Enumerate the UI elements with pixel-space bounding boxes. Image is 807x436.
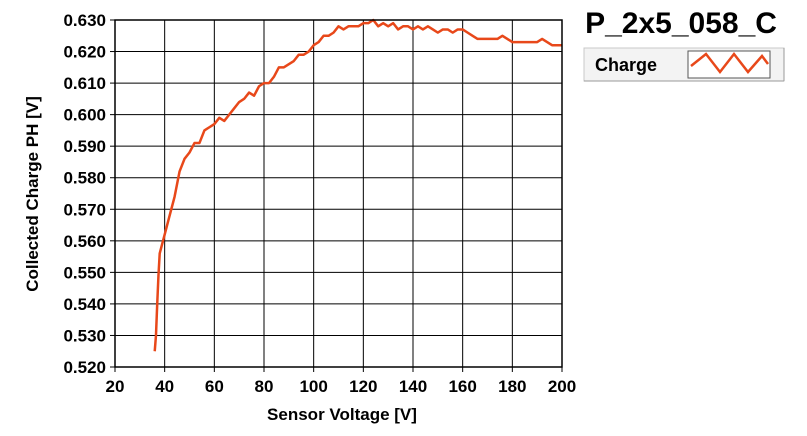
x-tick-label: 120: [349, 377, 377, 396]
y-tick-label: 0.520: [63, 358, 106, 377]
y-tick-label: 0.600: [63, 106, 106, 125]
x-tick-label: 160: [448, 377, 476, 396]
y-tick-label: 0.630: [63, 11, 106, 30]
x-tick-label: 200: [548, 377, 576, 396]
y-tick-label: 0.580: [63, 169, 106, 188]
chart-title: P_2x5_058_C: [585, 7, 777, 40]
x-tick-label: 100: [299, 377, 327, 396]
legend-swatch-line: [690, 51, 769, 75]
y-tick-label: 0.550: [63, 263, 106, 282]
legend-swatch-frame: [687, 50, 771, 79]
x-tick-label: 180: [498, 377, 526, 396]
x-tick-label: 20: [106, 377, 125, 396]
y-axis-title: Collected Charge PH [V]: [23, 96, 42, 292]
plot-border: [114, 19, 563, 368]
y-tick-label: 0.590: [63, 137, 106, 156]
series-line-charge: [153, 18, 562, 352]
legend: Charge: [583, 47, 785, 82]
plot-frame: [110, 19, 563, 372]
y-tick-labels: 0.520 0.530 0.540 0.550 0.560 0.570 0.580 0.590…: [63, 11, 106, 377]
x-tick-label: 60: [205, 377, 224, 396]
grid: [114, 19, 563, 368]
y-tick-label: 0.530: [63, 326, 106, 345]
x-tick-labels: 20 40 60 80 100 120 140 160 180 200: [106, 377, 577, 396]
y-tick-label: 0.540: [63, 295, 106, 314]
legend-series-label: Charge: [595, 55, 657, 75]
y-tick-label: 0.610: [63, 74, 106, 93]
x-tick-label: 140: [399, 377, 427, 396]
x-axis-title: Sensor Voltage [V]: [267, 405, 417, 424]
y-tick-label: 0.570: [63, 200, 106, 219]
y-tick-label: 0.560: [63, 232, 106, 251]
series-group: [153, 18, 562, 352]
y-tick-label: 0.620: [63, 43, 106, 62]
x-tick-label: 40: [155, 377, 174, 396]
plot-area: [115, 20, 562, 367]
x-tick-label: 80: [255, 377, 274, 396]
